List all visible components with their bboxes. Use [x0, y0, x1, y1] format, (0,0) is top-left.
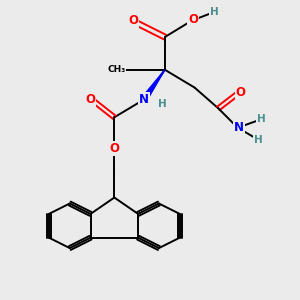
Text: O: O [85, 93, 96, 106]
Text: O: O [109, 142, 119, 155]
Text: CH₃: CH₃ [108, 65, 126, 74]
Text: O: O [129, 14, 139, 27]
Text: H: H [254, 135, 263, 145]
Text: H: H [158, 99, 166, 109]
Text: H: H [257, 114, 266, 124]
Polygon shape [142, 70, 165, 101]
Text: N: N [139, 93, 149, 106]
Text: O: O [236, 85, 246, 98]
Text: H: H [210, 7, 219, 17]
Text: O: O [188, 13, 198, 26]
Text: N: N [234, 121, 244, 134]
